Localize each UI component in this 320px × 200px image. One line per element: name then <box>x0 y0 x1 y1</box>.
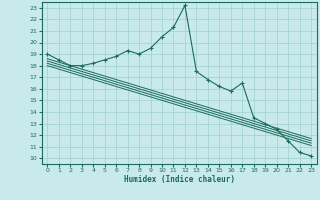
X-axis label: Humidex (Indice chaleur): Humidex (Indice chaleur) <box>124 175 235 184</box>
